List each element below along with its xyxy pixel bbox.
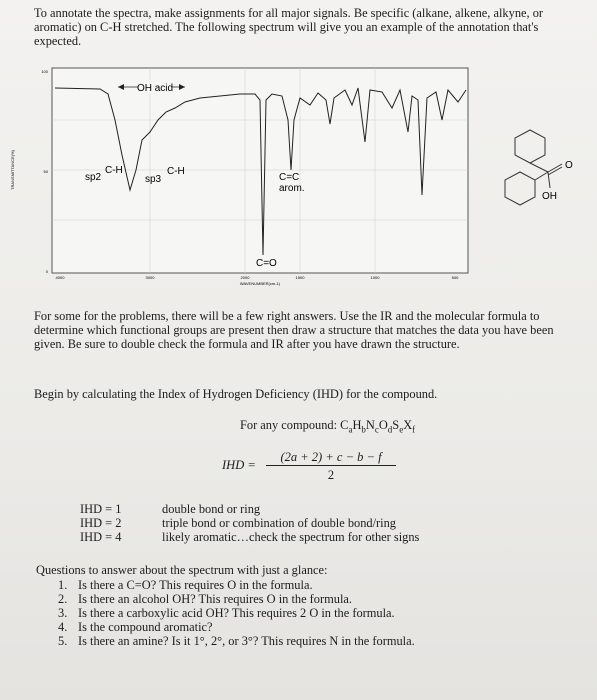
atom: N — [365, 418, 375, 432]
x-axis-label: WAVENUMBER(cm-1) — [240, 281, 281, 286]
annotation: C=C — [279, 172, 299, 183]
ihd-meaning: triple bond or combination of double bon… — [162, 516, 397, 530]
atom: S — [392, 418, 400, 432]
ihd-value: IHD = 1 — [80, 502, 122, 516]
ihd-value: IHD = 4 — [80, 530, 122, 544]
question-number: 3. — [58, 606, 68, 620]
x-tick-label: 2000 — [241, 275, 251, 280]
ihd-meaning: likely aromatic…check the spectrum for o… — [162, 530, 420, 544]
x-tick-label: 1000 — [371, 275, 381, 280]
spectrum-trace — [54, 87, 467, 256]
label-bg — [138, 80, 172, 94]
atom: X — [403, 418, 413, 432]
molecule-label: OH — [542, 191, 557, 202]
ihd-meaning: double bond or ring — [162, 502, 261, 516]
atom: C — [340, 418, 349, 432]
annotation: C-H — [105, 165, 123, 176]
x-tick-label: 500 — [452, 275, 459, 280]
ihd-value: IHD = 2 — [80, 516, 122, 530]
ihd-lhs: IHD = — [222, 458, 256, 472]
annotation: OH acid — [137, 83, 173, 94]
y-axis-label: TRANSMITTANCE(%) — [10, 149, 15, 190]
question-text: Is there a carboxylic acid OH? This requ… — [78, 606, 395, 620]
ihd-numerator: (2a + 2) + c − b − f — [266, 450, 396, 466]
spectrum-figure: OH acid sp2 C-H sp3 C-H C=C arom. C=O O … — [10, 67, 573, 286]
annotation: C-H — [167, 166, 185, 177]
subscript: b — [361, 424, 366, 435]
annotation: sp3 — [145, 174, 162, 185]
paragraph: Begin by calculating the Index of Hydrog… — [34, 387, 438, 401]
formula-label: For any compound: — [240, 418, 338, 432]
question-text: Is there an alcohol OH? This requires O … — [78, 592, 353, 606]
question-number: 2. — [58, 592, 68, 606]
annotation: sp2 — [85, 172, 102, 183]
x-tick-label: 3000 — [146, 275, 156, 280]
subscript: c — [374, 424, 379, 435]
plot-grid — [52, 68, 468, 273]
y-tick-label: 50 — [44, 169, 49, 174]
annotation: C=O — [256, 258, 277, 269]
question-number: 5. — [58, 634, 68, 648]
paragraph: For some for the problems, there will be… — [34, 309, 554, 351]
y-tick-label: 0 — [46, 269, 49, 274]
question-number: 1. — [58, 578, 68, 592]
annotation: arom. — [279, 183, 305, 194]
subscript: a — [348, 424, 353, 435]
x-tick-label: 1500 — [296, 275, 306, 280]
molecule-label: O — [565, 160, 573, 171]
questions-heading: Questions to answer about the spectrum w… — [36, 563, 328, 577]
question-text: Is the compound aromatic? — [78, 620, 213, 634]
subscript: d — [387, 424, 393, 435]
question-number: 4. — [58, 620, 68, 634]
y-tick-label: 100 — [41, 69, 48, 74]
formula-line: For any compound: CaHbNcOdSeXf — [240, 418, 415, 436]
subscript: f — [412, 424, 416, 435]
question-text: Is there a C=O? This requires O in the f… — [78, 578, 313, 592]
atom: H — [352, 418, 362, 432]
molecule — [504, 129, 563, 206]
atom: O — [378, 418, 388, 432]
question-text: Is there an amine? Is it 1°, 2°, or 3°? … — [78, 634, 415, 648]
subscript: e — [399, 424, 404, 435]
intro: To annotate the spectra, make assignment… — [34, 6, 544, 48]
ihd-denominator: 2 — [327, 468, 335, 482]
x-tick-label: 4000 — [56, 275, 66, 280]
